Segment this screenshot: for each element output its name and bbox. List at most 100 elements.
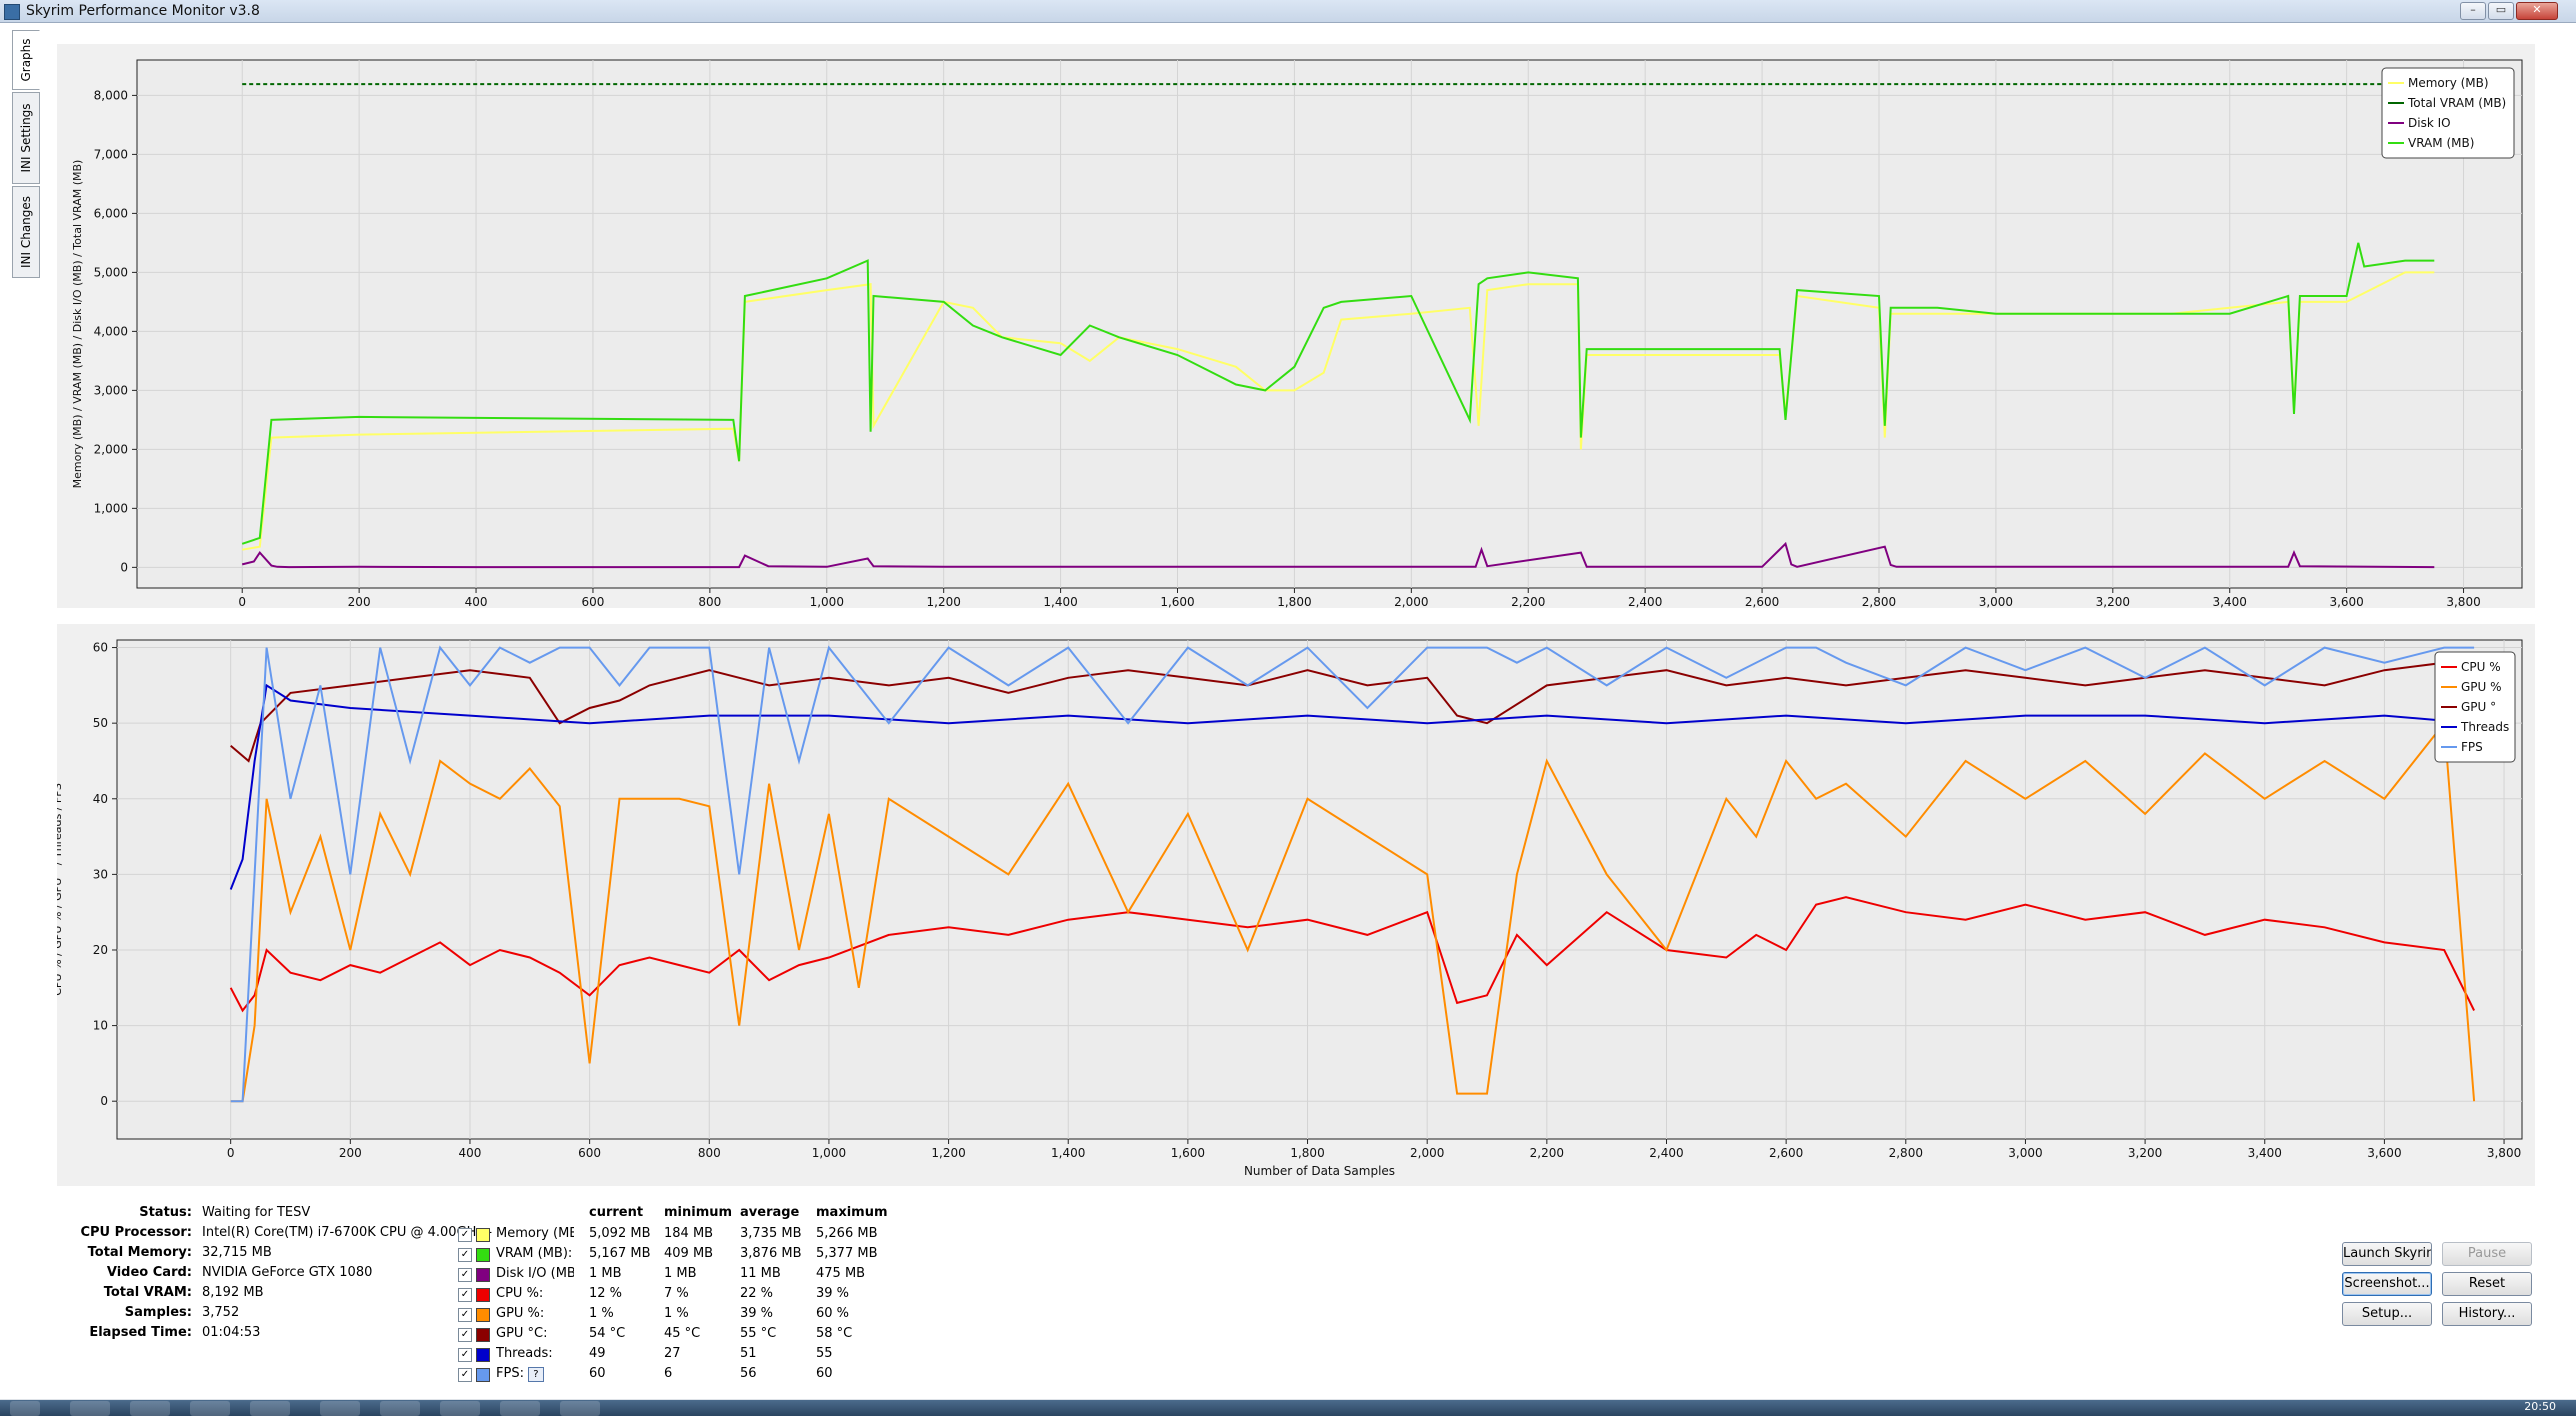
y-tick-label: 20 [93, 943, 108, 957]
stat-average: 11 MB [740, 1266, 781, 1281]
taskbar-item[interactable] [130, 1401, 170, 1416]
taskbar-item[interactable] [190, 1401, 230, 1416]
stat-current: 12 % [589, 1286, 623, 1301]
stat-minimum: 184 MB [664, 1226, 714, 1241]
maximize-button[interactable]: ▭ [2488, 2, 2514, 20]
x-tick-label: 2,600 [1769, 1146, 1803, 1160]
stat-minimum: 6 [664, 1366, 673, 1381]
stat-label: VRAM (MB): [496, 1246, 573, 1261]
x-tick-label: 1,000 [810, 595, 844, 608]
series-color-swatch[interactable] [476, 1308, 490, 1322]
legend-box [2434, 651, 2516, 763]
screenshot-button[interactable]: Screenshot... [2342, 1272, 2432, 1296]
series-line-gpu [230, 661, 2475, 763]
series-checkbox[interactable]: ✓ [458, 1228, 472, 1242]
x-tick-label: 3,000 [2008, 1146, 2042, 1160]
x-tick-label: 400 [465, 595, 488, 608]
samples-row: Samples: 3,752 [124, 1305, 240, 1320]
reset-button[interactable]: Reset [2442, 1272, 2532, 1296]
taskbar-item[interactable] [380, 1401, 420, 1416]
series-line-gpu [230, 720, 2476, 1103]
legend-entry: VRAM (MB) [2408, 136, 2474, 150]
series-line-fps [230, 645, 2475, 1103]
x-tick-label: 3,800 [2446, 595, 2480, 608]
x-tick-label: 2,600 [1745, 595, 1779, 608]
status-row: Status: Waiting for TESV [139, 1205, 311, 1220]
taskbar-item[interactable] [560, 1401, 600, 1416]
taskbar-item[interactable] [250, 1401, 290, 1416]
x-tick-label: 3,400 [2248, 1146, 2282, 1160]
x-tick-label: 800 [698, 1146, 721, 1160]
help-icon[interactable]: ? [527, 1367, 544, 1382]
series-line-vram-mb [241, 242, 2435, 545]
pause-button[interactable]: Pause [2442, 1242, 2532, 1266]
taskbar-item[interactable] [500, 1401, 540, 1416]
legend-entry: Threads [2460, 720, 2509, 734]
x-tick-label: 3,800 [2487, 1146, 2521, 1160]
series-checkbox[interactable]: ✓ [458, 1328, 472, 1342]
series-color-swatch[interactable] [476, 1348, 490, 1362]
stat-row: ✓ GPU °C: 54 °C 45 °C 55 °C 58 °C [456, 1325, 906, 1345]
series-color-swatch[interactable] [476, 1268, 490, 1282]
history-button[interactable]: History... [2442, 1302, 2532, 1326]
title-bar: Skyrim Performance Monitor v3.8 – ▭ ✕ [0, 0, 2576, 23]
tab-ini-changes[interactable]: INI Changes [12, 186, 40, 278]
stat-current: 1 MB [589, 1266, 622, 1281]
x-tick-label: 1,200 [931, 1146, 965, 1160]
series-checkbox[interactable]: ✓ [458, 1248, 472, 1262]
taskbar-item[interactable] [70, 1401, 110, 1416]
series-color-swatch[interactable] [476, 1288, 490, 1302]
series-checkbox[interactable]: ✓ [458, 1368, 472, 1382]
tab-graphs[interactable]: Graphs [12, 30, 40, 90]
header-average: average [740, 1205, 800, 1220]
y-tick-label: 4,000 [94, 324, 128, 338]
x-tick-label: 2,200 [1511, 595, 1545, 608]
series-checkbox[interactable]: ✓ [458, 1268, 472, 1282]
x-tick-label: 3,200 [2096, 595, 2130, 608]
minimize-button[interactable]: – [2460, 2, 2486, 20]
stat-minimum: 27 [664, 1346, 681, 1361]
tab-ini-settings[interactable]: INI Settings [12, 92, 40, 184]
x-tick-label: 600 [582, 595, 605, 608]
series-color-swatch[interactable] [476, 1368, 490, 1382]
x-tick-label: 2,000 [1394, 595, 1428, 608]
stat-row: ✓ CPU %: 12 % 7 % 22 % 39 % [456, 1285, 906, 1305]
taskbar-item[interactable] [440, 1401, 480, 1416]
stat-maximum: 475 MB [816, 1266, 866, 1281]
taskbar: 20:50 [0, 1400, 2576, 1416]
y-tick-label: 0 [100, 1094, 108, 1108]
memory-graph-panel: 0 200 400 600 800 1,000 1,200 1,400 1,600 1,800 2,… [57, 44, 2535, 627]
y-tick-label: 6,000 [94, 206, 128, 220]
series-color-swatch[interactable] [476, 1248, 490, 1262]
x-tick-label: 3,200 [2128, 1146, 2162, 1160]
y-tick-label: 40 [93, 792, 108, 806]
legend-entry: Memory (MB) [2408, 76, 2489, 90]
x-tick-label: 1,400 [1051, 1146, 1085, 1160]
series-color-swatch[interactable] [476, 1328, 490, 1342]
y-tick-label: 3,000 [94, 383, 128, 397]
header-current: current [589, 1205, 644, 1220]
close-button[interactable]: ✕ [2516, 2, 2558, 20]
stat-average: 55 °C [740, 1326, 777, 1341]
stat-label: GPU %: [496, 1306, 545, 1321]
y-tick-label: 0 [120, 560, 128, 574]
legend-entry: Disk IO [2408, 116, 2451, 130]
series-checkbox[interactable]: ✓ [458, 1308, 472, 1322]
x-tick-label: 1,200 [927, 595, 961, 608]
series-color-swatch[interactable] [476, 1228, 490, 1242]
setup-button[interactable]: Setup... [2342, 1302, 2432, 1326]
stat-current: 49 [589, 1346, 606, 1361]
stat-label: Disk I/O (MB): [496, 1266, 574, 1281]
y-axis-label: Memory (MB) / VRAM (MB) / Disk I/O (MB) … [71, 160, 84, 489]
y-tick-label: 30 [93, 867, 108, 881]
stat-average: 3,876 MB [740, 1246, 802, 1261]
y-tick-label: 8,000 [94, 88, 128, 102]
series-checkbox[interactable]: ✓ [458, 1288, 472, 1302]
series-checkbox[interactable]: ✓ [458, 1348, 472, 1362]
launch-skyrim-button[interactable]: Launch Skyrim [2342, 1242, 2432, 1266]
x-tick-label: 0 [227, 1146, 235, 1160]
taskbar-item[interactable] [320, 1401, 360, 1416]
start-button[interactable] [10, 1401, 40, 1416]
vram-row: Total VRAM: 8,192 MB [103, 1285, 264, 1300]
series-line-disk-io [241, 541, 2435, 569]
